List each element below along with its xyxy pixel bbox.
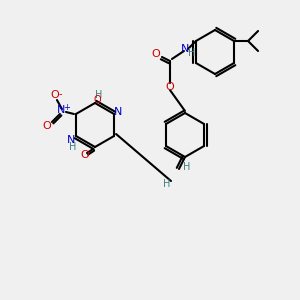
Text: H: H xyxy=(69,142,76,152)
Text: O: O xyxy=(94,95,102,105)
Text: N: N xyxy=(114,107,122,117)
Text: O: O xyxy=(81,150,89,160)
Text: H: H xyxy=(95,90,103,100)
Text: O: O xyxy=(152,49,160,59)
Text: -: - xyxy=(58,89,62,99)
Text: +: + xyxy=(64,103,70,112)
Text: O: O xyxy=(51,90,59,100)
Text: H: H xyxy=(163,179,171,189)
Text: H: H xyxy=(183,162,191,172)
Text: N: N xyxy=(57,105,65,115)
Text: N: N xyxy=(67,135,75,145)
Text: O: O xyxy=(166,82,174,92)
Text: H: H xyxy=(188,48,196,58)
Text: O: O xyxy=(43,121,51,131)
Text: N: N xyxy=(181,44,189,54)
